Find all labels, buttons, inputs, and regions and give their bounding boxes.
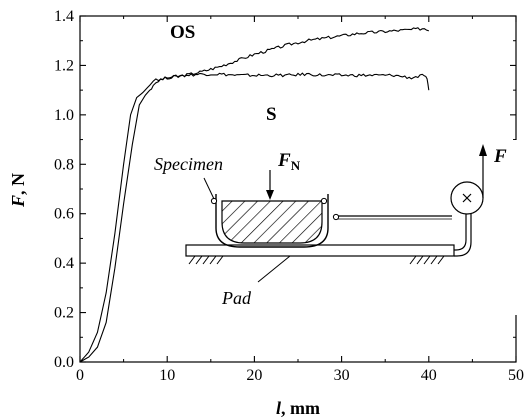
y-tick-label: 1.0 bbox=[54, 107, 74, 124]
y-tick-label: 0.2 bbox=[54, 305, 74, 322]
series-label-s: S bbox=[266, 104, 277, 125]
y-tick-label: 1.2 bbox=[54, 57, 74, 74]
ground-hatch-right bbox=[409, 255, 445, 265]
y-tick-label: 0.8 bbox=[54, 156, 74, 173]
x-tick-label: 30 bbox=[334, 367, 350, 384]
y-tick-label: 0.4 bbox=[54, 255, 74, 272]
tick-labels: 0 10 20 30 40 50 0.0 0.2 0.4 0.6 0.8 1.0 1.2 1.4 bbox=[54, 8, 524, 384]
y-axis-label: F, N bbox=[8, 173, 28, 208]
y-tick-label: 0.6 bbox=[54, 206, 74, 223]
pad bbox=[185, 244, 455, 257]
normal-force-label: FN bbox=[277, 150, 301, 173]
x-axis-label: l, mm bbox=[276, 398, 320, 418]
series-line-s bbox=[79, 72, 430, 363]
ground-hatch-left bbox=[188, 255, 224, 265]
pull-force-label: F bbox=[493, 146, 507, 167]
specimen-block bbox=[221, 200, 323, 244]
specimen-label: Specimen bbox=[154, 154, 223, 174]
pad-label: Pad bbox=[221, 288, 252, 308]
x-tick-label: 10 bbox=[159, 367, 175, 384]
specimen-leader bbox=[203, 177, 215, 200]
series-line-os bbox=[79, 27, 429, 363]
pad-leader bbox=[257, 255, 291, 283]
pull-arrow bbox=[479, 144, 487, 156]
series-label-os: OS bbox=[170, 22, 195, 43]
y-tick-label: 0.0 bbox=[54, 354, 74, 371]
specimen-holder bbox=[215, 194, 329, 248]
x-tick-label: 50 bbox=[508, 367, 524, 384]
y-tick-label: 1.4 bbox=[54, 8, 74, 25]
x-tick-label: 40 bbox=[421, 367, 437, 384]
pulley-support bbox=[454, 212, 467, 251]
x-tick-label: 20 bbox=[246, 367, 262, 384]
inset-diagram: Specimen Pad FN F bbox=[150, 140, 520, 315]
x-tick-label: 0 bbox=[76, 367, 84, 384]
